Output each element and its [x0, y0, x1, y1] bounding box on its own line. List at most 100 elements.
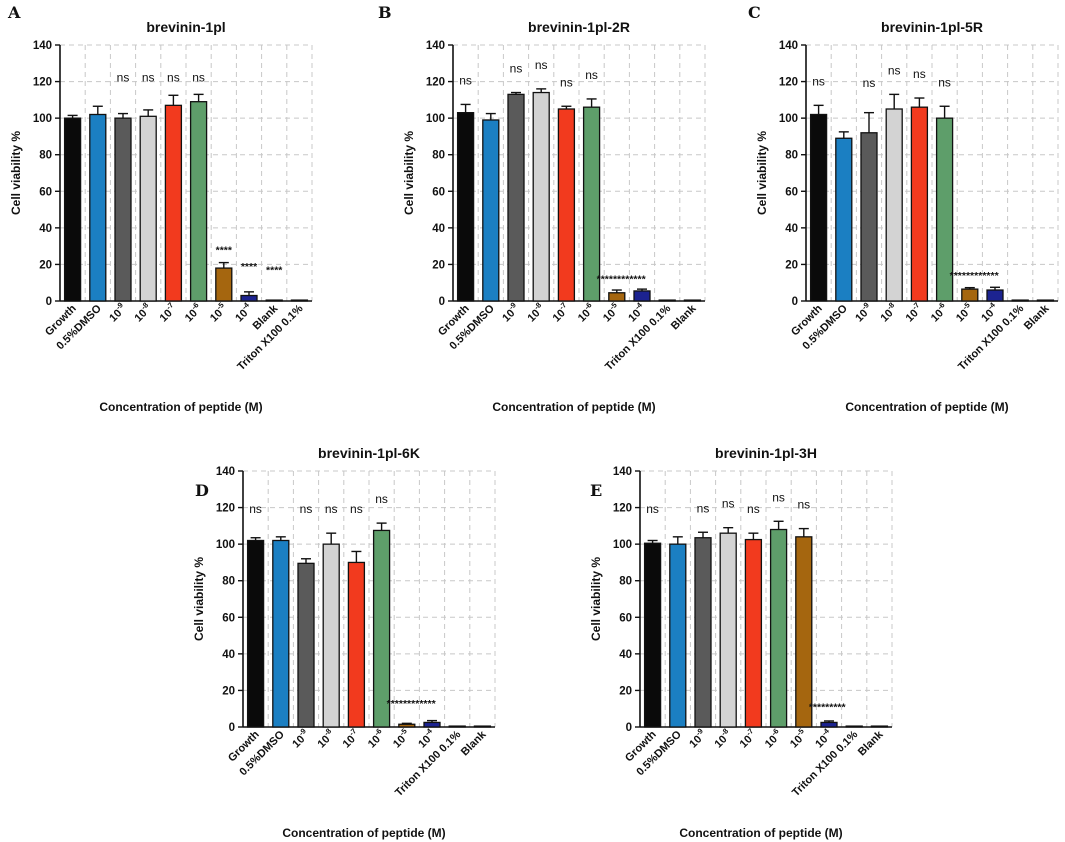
- significance-ns: ns: [888, 63, 901, 77]
- y-axis-label: Cell viability %: [192, 557, 206, 641]
- x-tick-label-2: 10-9: [498, 301, 522, 325]
- significance-stars: ************: [387, 698, 437, 710]
- significance-ns: ns: [350, 502, 363, 516]
- x-tick-label-9: Blank: [1022, 302, 1052, 332]
- y-tick-label: 80: [785, 150, 798, 162]
- bar-2: [694, 537, 712, 728]
- bar-8: [845, 725, 863, 728]
- significance-ns: ns: [697, 501, 710, 515]
- x-tick-label-9: Blank: [856, 728, 886, 758]
- panel-letter: E: [590, 481, 602, 500]
- bar-0: [643, 542, 662, 728]
- y-tick-label: 120: [33, 77, 52, 89]
- y-tick-label: 140: [779, 40, 798, 52]
- x-tick-label-6: 10-5: [206, 301, 230, 325]
- y-tick-label: 20: [39, 259, 52, 271]
- x-tick-label-7: 10-4: [977, 300, 1002, 325]
- y-tick-label: 0: [439, 296, 445, 308]
- y-axis-label: Cell viability %: [755, 131, 769, 215]
- y-axis-label: Cell viability %: [402, 131, 416, 215]
- panel-letter: A: [7, 3, 21, 22]
- x-tick-label-3: 10-8: [710, 727, 734, 751]
- significance-ns: ns: [117, 71, 130, 85]
- y-tick-label: 140: [613, 466, 632, 478]
- bar-1: [89, 113, 107, 302]
- significance-ns: ns: [585, 68, 598, 82]
- bar-0: [246, 539, 265, 728]
- significance-ns: ns: [535, 58, 548, 72]
- bar-3: [139, 115, 157, 302]
- significance-ns: ns: [300, 502, 313, 516]
- y-tick-label: 60: [785, 186, 798, 198]
- y-tick-label: 60: [39, 186, 52, 198]
- chart-title: brevinin-1pl-5R: [881, 19, 983, 35]
- x-axis-label: Concentration of peptide (M): [845, 400, 1008, 414]
- y-tick-label: 80: [222, 576, 235, 588]
- bar-6: [215, 267, 233, 302]
- significance-ns: ns: [510, 62, 523, 76]
- y-tick-label: 80: [39, 150, 52, 162]
- x-tick-label-5: 10-6: [181, 301, 205, 325]
- significance-ns: ns: [375, 492, 388, 506]
- bar-9: [683, 299, 702, 302]
- significance-ns: ns: [249, 502, 262, 516]
- x-tick-label-5: 10-6: [364, 727, 388, 751]
- y-tick-label: 40: [39, 223, 52, 235]
- y-tick-label: 140: [216, 466, 235, 478]
- y-tick-label: 120: [613, 503, 632, 515]
- y-axis-label: Cell viability %: [9, 131, 23, 215]
- y-tick-label: 20: [432, 259, 445, 271]
- x-tick-label-4: 10-7: [736, 727, 760, 751]
- x-tick-label-4: 10-7: [902, 301, 926, 325]
- x-tick-label-6: 10-5: [952, 301, 976, 325]
- x-tick-label-6: 10-5: [599, 301, 623, 325]
- bar-4: [557, 108, 576, 302]
- y-tick-label: 140: [426, 40, 445, 52]
- y-tick-label: 60: [432, 186, 445, 198]
- x-tick-label-7: 10-4: [231, 300, 256, 325]
- significance-ns: ns: [142, 71, 155, 85]
- bar-1: [272, 539, 290, 728]
- x-tick-label-2: 10-9: [851, 301, 875, 325]
- bar-6: [795, 536, 813, 728]
- bar-1: [482, 119, 500, 302]
- bar-3: [885, 108, 903, 302]
- y-tick-label: 80: [619, 576, 632, 588]
- significance-stars: *********: [809, 702, 847, 714]
- x-tick-label-2: 10-9: [105, 301, 129, 325]
- bar-9: [870, 725, 889, 728]
- y-tick-label: 0: [46, 296, 52, 308]
- bar-4: [164, 104, 183, 302]
- x-tick-label-4: 10-7: [549, 301, 573, 325]
- x-tick-label-6: 10-5: [389, 727, 413, 751]
- x-tick-label-2: 10-9: [685, 727, 709, 751]
- bar-2: [860, 132, 878, 302]
- bar-7: [633, 290, 651, 302]
- bar-9: [1036, 299, 1055, 302]
- significance-stars: ************: [950, 270, 1000, 282]
- x-tick-label-2: 10-9: [288, 727, 312, 751]
- bar-8: [265, 299, 283, 302]
- y-tick-label: 40: [432, 223, 445, 235]
- y-tick-label: 0: [792, 296, 798, 308]
- x-tick-label-6: 10-5: [786, 727, 810, 751]
- bar-8: [1011, 299, 1029, 302]
- bar-4: [910, 106, 929, 302]
- significance-ns: ns: [797, 498, 810, 512]
- x-tick-label-7: 10-4: [811, 726, 836, 751]
- significance-stars: ****: [266, 265, 283, 277]
- x-axis-label: Concentration of peptide (M): [282, 826, 445, 840]
- y-tick-label: 0: [229, 722, 235, 734]
- chart-title: brevinin-1pl-6K: [318, 445, 420, 461]
- bar-5: [582, 106, 601, 302]
- significance-ns: ns: [722, 497, 735, 511]
- significance-ns: ns: [192, 71, 205, 85]
- bar-0: [809, 113, 828, 302]
- bar-1: [835, 137, 853, 302]
- significance-ns: ns: [913, 67, 926, 81]
- bar-2: [114, 117, 132, 302]
- x-tick-label-7: 10-4: [624, 300, 649, 325]
- x-axis-label: Concentration of peptide (M): [679, 826, 842, 840]
